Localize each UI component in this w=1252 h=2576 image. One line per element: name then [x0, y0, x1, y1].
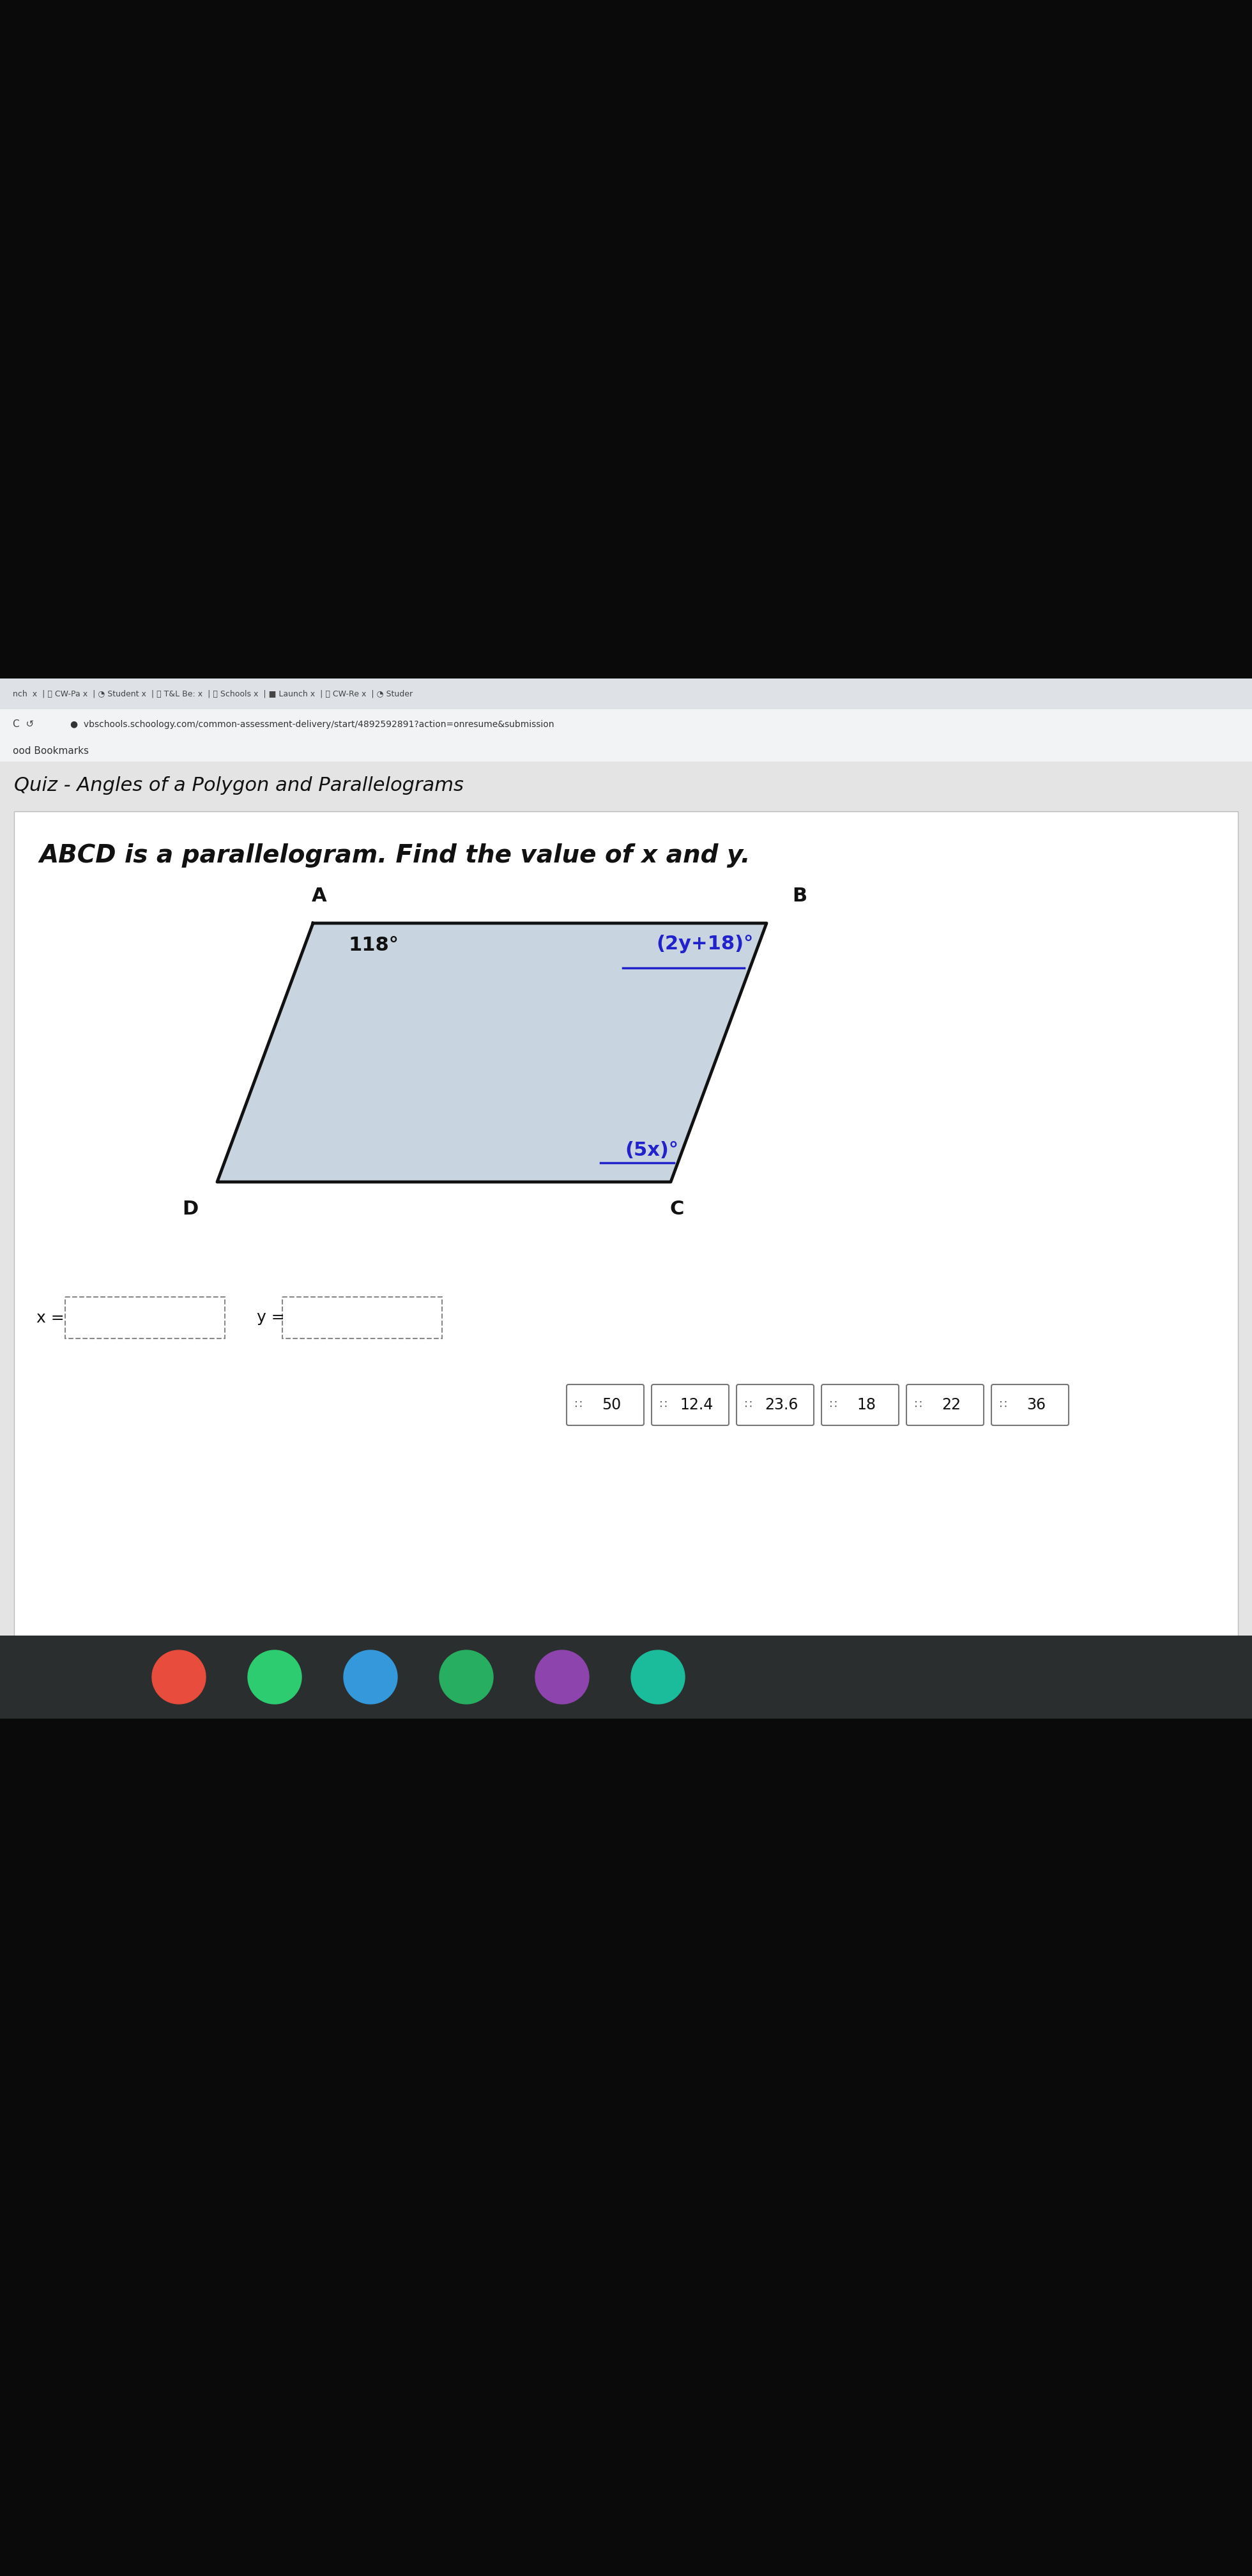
Bar: [0, 708, 1252, 739]
Text: 50: 50: [602, 1396, 621, 1412]
FancyBboxPatch shape: [736, 1383, 814, 1425]
Text: nch  x  | Ⓢ CW-Pa x  | ◔ Student x  | Ⓢ T&L Be: x  | Ⓢ Schools x  | ■ Launch x  : nch x | Ⓢ CW-Pa x | ◔ Student x | Ⓢ T&L …: [13, 690, 413, 698]
Text: Quiz - Angles of a Polygon and Parallelograms: Quiz - Angles of a Polygon and Parallelo…: [14, 775, 463, 796]
Bar: [0, 762, 1252, 1721]
Text: 12.4: 12.4: [680, 1396, 714, 1412]
Bar: [0, 0, 1252, 677]
Circle shape: [343, 1651, 397, 1703]
FancyBboxPatch shape: [906, 1383, 984, 1425]
Circle shape: [151, 1651, 205, 1703]
Circle shape: [439, 1651, 493, 1703]
Text: D: D: [182, 1200, 198, 1218]
Circle shape: [631, 1651, 685, 1703]
Text: 22: 22: [942, 1396, 962, 1412]
Text: 18: 18: [856, 1396, 876, 1412]
Bar: [0, 677, 1252, 708]
Bar: [65, 1296, 225, 1340]
FancyBboxPatch shape: [567, 1383, 644, 1425]
Bar: [0, 1667, 1252, 1674]
Circle shape: [536, 1651, 588, 1703]
Text: 118°: 118°: [348, 935, 398, 956]
Circle shape: [248, 1651, 302, 1703]
Text: ∷: ∷: [575, 1399, 582, 1412]
Text: (5x)°: (5x)°: [625, 1141, 679, 1159]
Text: 36: 36: [1027, 1396, 1045, 1412]
Text: ∷: ∷: [915, 1399, 923, 1412]
Text: ∷: ∷: [660, 1399, 667, 1412]
Text: ∷: ∷: [830, 1399, 838, 1412]
FancyBboxPatch shape: [651, 1383, 729, 1425]
Text: A: A: [312, 886, 327, 904]
Text: y =: y =: [257, 1311, 284, 1327]
Bar: [0, 739, 1252, 762]
Bar: [283, 1296, 442, 1340]
Text: ∷: ∷: [745, 1399, 752, 1412]
Text: x =: x =: [36, 1311, 64, 1327]
Text: ABCD is a parallelogram. Find the value of x and y.: ABCD is a parallelogram. Find the value …: [40, 842, 751, 868]
Text: ood Bookmarks: ood Bookmarks: [13, 747, 89, 755]
Bar: [0, 1636, 1252, 1718]
Text: C  ↺: C ↺: [13, 719, 34, 729]
Text: 23.6: 23.6: [765, 1396, 799, 1412]
FancyBboxPatch shape: [821, 1383, 899, 1425]
Text: B: B: [793, 886, 806, 904]
Text: ●  vbschools.schoology.com/common-assessment-delivery/start/4892592891?action=on: ● vbschools.schoology.com/common-assessm…: [70, 721, 555, 729]
Text: (2y+18)°: (2y+18)°: [656, 935, 754, 953]
Text: ∷: ∷: [1000, 1399, 1007, 1412]
Bar: [14, 811, 1238, 1667]
Text: C: C: [670, 1200, 685, 1218]
Polygon shape: [217, 922, 766, 1182]
FancyBboxPatch shape: [992, 1383, 1069, 1425]
Bar: [0, 1718, 1252, 2576]
